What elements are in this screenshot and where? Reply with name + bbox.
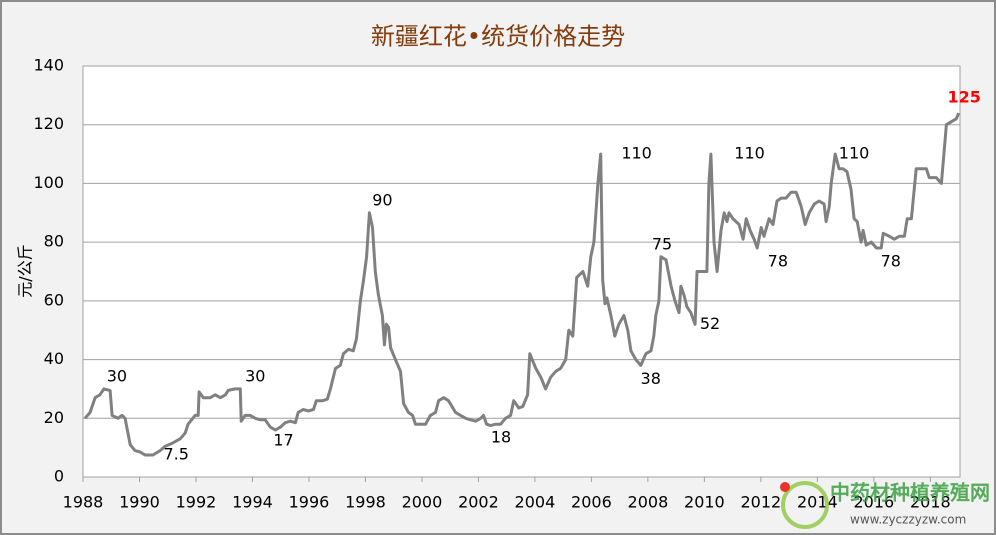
chart-title: 新疆红花•统货价格走势 [371, 23, 625, 51]
annotation: 110 [621, 144, 652, 163]
plot-area [82, 65, 961, 478]
y-tick-label: 40 [44, 349, 64, 368]
annotation: 7.5 [163, 444, 188, 463]
annotation: 110 [839, 144, 870, 163]
annotation: 110 [734, 144, 765, 163]
y-tick-label: 80 [44, 232, 64, 251]
y-axis-label: 元/公斤 [16, 244, 35, 297]
x-tick-label: 1994 [232, 493, 273, 512]
x-tick-label: 1998 [345, 493, 386, 512]
annotation: 30 [107, 366, 127, 385]
annotation: 17 [273, 431, 293, 450]
x-tick-label: 2004 [515, 493, 556, 512]
x-tick-label: 2012 [741, 493, 782, 512]
annotation: 125 [948, 88, 981, 107]
watermark-url: www.zyczzyzw.com [850, 513, 966, 527]
y-tick-label: 100 [33, 173, 64, 192]
x-tick-label: 2006 [571, 493, 612, 512]
x-tick-label: 2000 [402, 493, 443, 512]
y-tick-label: 120 [33, 114, 64, 133]
y-tick-label: 20 [44, 408, 64, 427]
x-tick-label: 1992 [176, 493, 217, 512]
x-tick-label: 1996 [289, 493, 330, 512]
x-tick-label: 1990 [119, 493, 160, 512]
x-tick-label: 2008 [628, 493, 669, 512]
y-tick-label: 0 [54, 467, 64, 486]
x-tick-label: 2010 [684, 493, 725, 512]
watermark-logo [781, 481, 829, 529]
y-tick-label: 60 [44, 290, 64, 309]
annotation: 78 [881, 252, 901, 271]
annotation: 38 [641, 369, 661, 388]
watermark-name: 中药材种植养殖网 [830, 481, 990, 505]
x-tick-label: 2018 [910, 493, 951, 512]
annotation: 52 [700, 314, 720, 333]
watermark-dot [780, 482, 790, 492]
x-tick-label: 2002 [458, 493, 499, 512]
price-line [83, 112, 960, 457]
annotation: 75 [652, 234, 672, 253]
y-tick-label: 140 [33, 56, 64, 75]
x-tick-label: 2016 [853, 493, 894, 512]
annotation: 78 [768, 252, 788, 271]
x-tick-label: 1988 [63, 493, 104, 512]
annotation: 18 [491, 428, 511, 447]
annotation: 30 [245, 366, 265, 385]
annotation: 90 [372, 190, 392, 209]
